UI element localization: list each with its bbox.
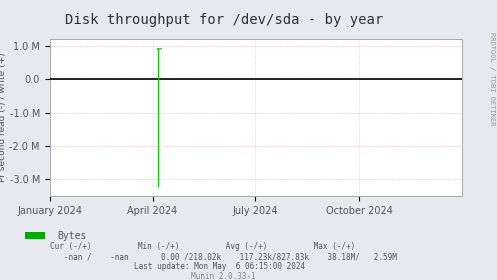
- Text: RRDTOOL / TOBI OETIKER: RRDTOOL / TOBI OETIKER: [489, 32, 495, 125]
- Text: Munin 2.0.33-1: Munin 2.0.33-1: [191, 272, 256, 280]
- Y-axis label: Pr second read (-) / write (+): Pr second read (-) / write (+): [0, 53, 6, 182]
- Text: Disk throughput for /dev/sda - by year: Disk throughput for /dev/sda - by year: [65, 13, 383, 27]
- Text: Cur (-/+)          Min (-/+)          Avg (-/+)          Max (-/+): Cur (-/+) Min (-/+) Avg (-/+) Max (-/+): [50, 242, 355, 251]
- Text: Bytes: Bytes: [57, 231, 86, 241]
- Text: Last update: Mon May  6 06:15:00 2024: Last update: Mon May 6 06:15:00 2024: [134, 262, 305, 271]
- Text: -nan /    -nan       0.00 /218.02k    117.23k/827.83k    38.18M/   2.59M: -nan / -nan 0.00 /218.02k 117.23k/827.83…: [50, 252, 397, 261]
